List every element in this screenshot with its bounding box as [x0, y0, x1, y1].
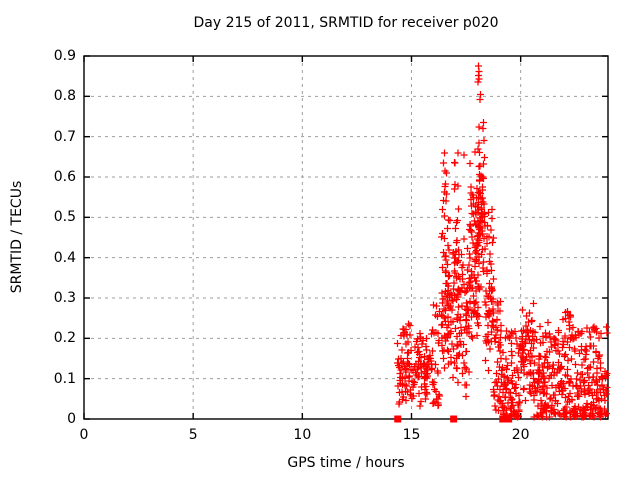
y-tick-label: 0 [67, 411, 76, 427]
y-tick-label: 0.9 [53, 48, 76, 64]
x-axis-label: GPS time / hours [287, 455, 405, 471]
y-tick-label: 0.4 [53, 249, 76, 266]
flag-square-marker [394, 415, 402, 423]
x-tick-label: 20 [511, 427, 530, 443]
chart-title: Day 215 of 2011, SRMTID for receiver p02… [193, 15, 499, 31]
x-tick-label: 10 [293, 427, 312, 443]
scatter-points [394, 62, 611, 421]
x-tick-label: 0 [79, 427, 89, 443]
plot-border [83, 55, 609, 420]
y-tick-label: 0.5 [53, 209, 76, 226]
y-tick-label: 0.8 [53, 88, 76, 105]
x-tick-label: 15 [402, 427, 421, 443]
y-tick-label: 0.1 [53, 370, 76, 387]
flag-square-marker [499, 415, 507, 423]
y-tick-label: 0.7 [53, 128, 76, 145]
flag-square-marker [505, 415, 513, 423]
x-tick-label: 5 [188, 427, 198, 443]
flag-square-marker [450, 415, 458, 423]
y-tick-label: 0.3 [53, 290, 76, 306]
y-tick-label: 0.2 [53, 330, 76, 347]
y-tick-label: 0.6 [53, 169, 76, 185]
